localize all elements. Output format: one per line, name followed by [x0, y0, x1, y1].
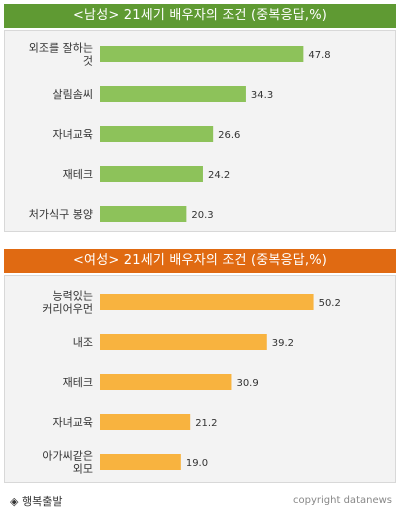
male-category-label-3: 자녀교육 [53, 128, 93, 141]
male-chart-panel: 47.8 외조를 잘하는 것 34.3 살림솜씨 26.6 자녀교육 24.2 재테크 20.3 처… [4, 30, 396, 232]
female-bar-1 [100, 294, 314, 310]
copyright-text: copyright datanews [293, 495, 392, 506]
male-value-label-1: 47.8 [308, 50, 330, 61]
female-bar-4 [100, 414, 191, 430]
male-value-label-5: 20.3 [191, 210, 213, 221]
male-value-label-2: 34.3 [251, 90, 273, 101]
female-bar-2 [100, 334, 267, 350]
female-category-label-5-line-1: 아가씨같은 [42, 450, 93, 463]
female-bar-3 [100, 374, 232, 390]
source-text: 행복출발 [21, 495, 63, 508]
female-bar-5 [100, 454, 181, 470]
male-category-label-4: 재테크 [63, 168, 93, 181]
female-value-label-4: 21.2 [195, 418, 217, 429]
female-category-label-4: 자녀교육 [53, 416, 93, 429]
diamond-bullet-icon: ◈ [10, 495, 19, 508]
source-label: ◈ 행복출발 [10, 493, 62, 509]
male-bar-3 [100, 126, 214, 142]
male-category-label-5: 처가식구 봉양 [29, 208, 93, 221]
female-chart-title: <여성> 21세기 배우자의 조건 (중복응답,%) [4, 249, 396, 273]
male-bar-2 [100, 86, 246, 102]
female-value-label-3: 30.9 [236, 378, 258, 389]
female-chart-panel: 50.2 능력있는 커리어우먼 39.2 내조 30.9 재테크 21.2 자녀교육 19.0 아가… [4, 275, 396, 483]
female-value-label-5: 19.0 [186, 458, 208, 469]
female-category-label-3: 재테크 [63, 376, 93, 389]
male-category-label-1-line-1: 외조를 잘하는 [29, 41, 93, 55]
female-category-label-5-line-2: 외모 [73, 463, 93, 476]
male-category-label-1-line-2: 것 [83, 55, 93, 68]
male-chart-title: <남성> 21세기 배우자의 조건 (중복응답,%) [4, 4, 396, 28]
female-value-label-2: 39.2 [272, 338, 294, 349]
female-category-label-1-line-1: 능력있는 [53, 290, 93, 303]
female-category-label-2: 내조 [73, 336, 93, 349]
female-value-label-1: 50.2 [319, 298, 341, 309]
male-bar-5 [100, 206, 187, 222]
male-value-label-3: 26.6 [218, 130, 240, 141]
male-value-label-4: 24.2 [208, 170, 230, 181]
male-category-label-2: 살림솜씨 [53, 88, 93, 101]
male-bar-1 [100, 46, 304, 62]
male-bar-4 [100, 166, 203, 182]
female-category-label-1-line-2: 커리어우먼 [42, 303, 93, 316]
